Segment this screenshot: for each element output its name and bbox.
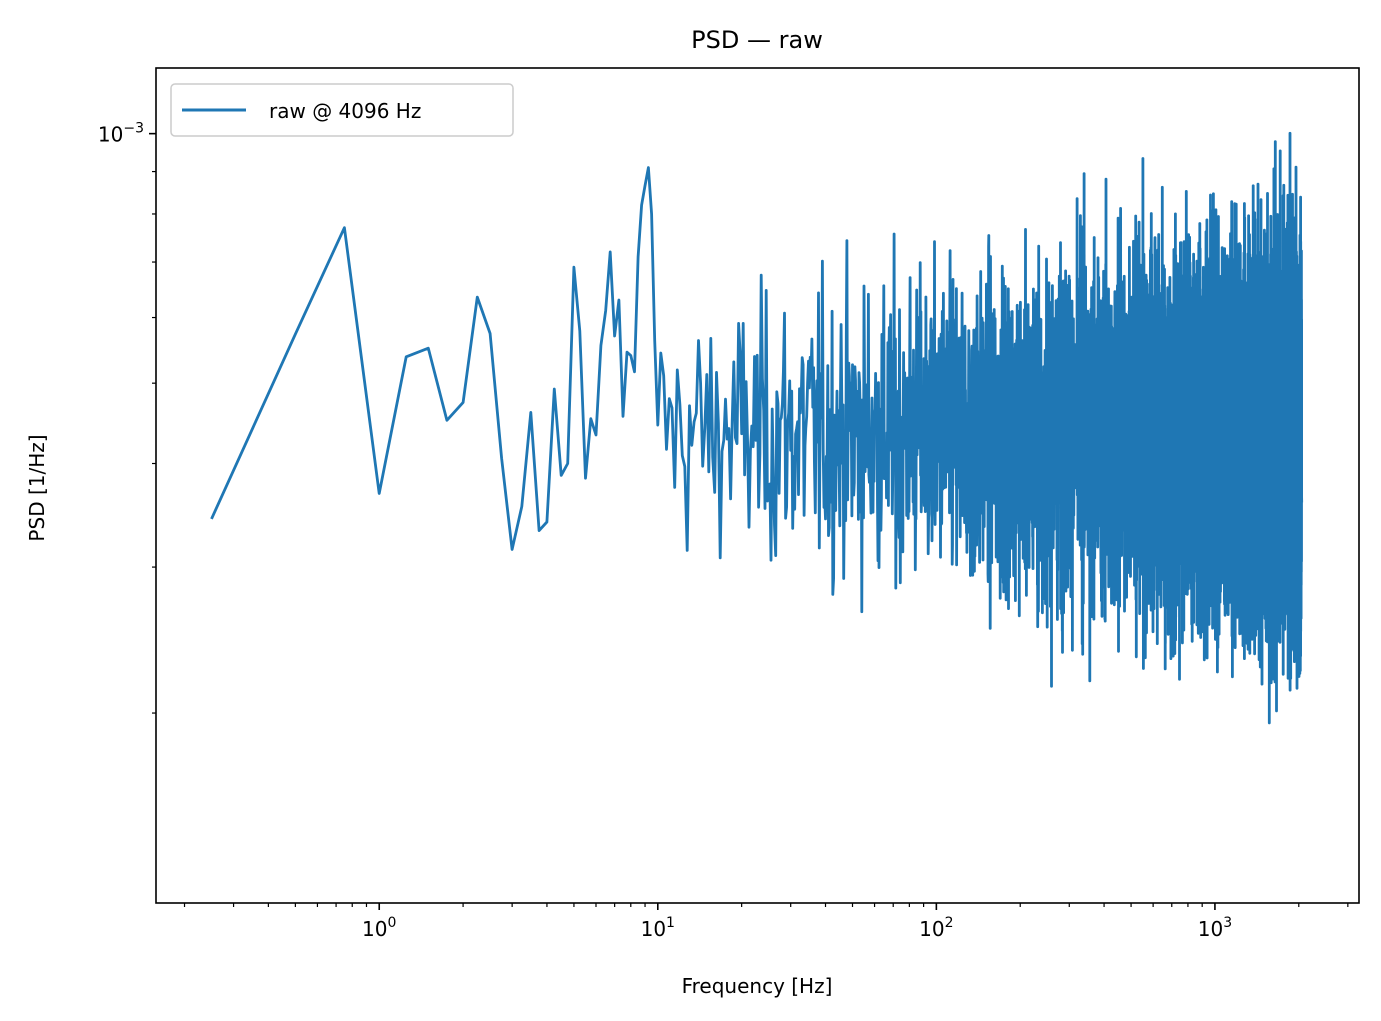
y-tick-base: 10	[98, 123, 123, 147]
x-tick-base: 10	[641, 917, 666, 941]
y-tick-exponent: −3	[123, 121, 144, 137]
y-axis-label: PSD [1/Hz]	[25, 434, 49, 541]
x-tick-label: 101	[641, 915, 675, 941]
legend-box	[170, 83, 514, 137]
x-tick-base: 10	[1198, 917, 1223, 941]
x-tick-label: 100	[362, 915, 396, 941]
x-tick-label: 102	[919, 915, 953, 941]
x-tick-label: 103	[1198, 915, 1232, 941]
plot-area-frame	[155, 67, 1360, 904]
y-tick-label: 10−3	[98, 121, 144, 147]
x-tick-exponent: 0	[387, 915, 396, 931]
x-tick-exponent: 1	[666, 915, 675, 931]
x-tick-exponent: 2	[945, 915, 954, 931]
legend-label: raw @ 4096 Hz	[269, 99, 421, 123]
chart-title: PSD — raw	[691, 26, 823, 54]
x-tick-base: 10	[919, 917, 944, 941]
x-axis-label: Frequency [Hz]	[682, 974, 833, 998]
series-line-raw	[210, 131, 1304, 725]
legend: raw @ 4096 Hz	[170, 83, 514, 137]
x-tick-base: 10	[362, 917, 387, 941]
x-tick-exponent: 3	[1223, 915, 1232, 931]
